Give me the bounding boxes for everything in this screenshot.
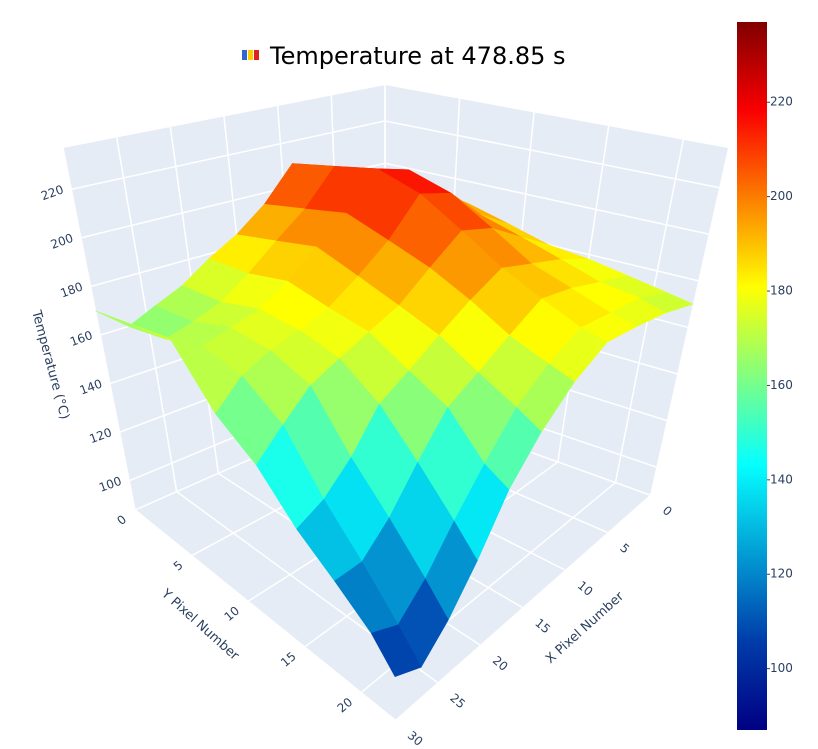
z-tick-label: 200: [49, 231, 75, 252]
y-tick-label: 20: [335, 695, 356, 716]
x-tick-label: 25: [447, 691, 468, 712]
x-tick-label: 30: [405, 728, 426, 749]
x-tick-label: 20: [490, 653, 511, 674]
y-tick-label: 5: [171, 558, 186, 574]
y-tick-label: 15: [278, 649, 299, 670]
surface-cell: [370, 624, 422, 678]
z-tick-label: 160: [68, 328, 94, 349]
colorbar-tick-label: 120: [770, 567, 793, 581]
z-tick-label: 120: [87, 425, 113, 446]
grid-line: [384, 120, 720, 189]
z-tick-label: 140: [78, 377, 104, 398]
x-tick-label: 10: [575, 578, 596, 599]
grid-line: [134, 509, 396, 721]
grid-line: [62, 147, 136, 511]
grid-line: [71, 120, 386, 191]
x-tick-label: 5: [617, 541, 632, 557]
z-tick-label: 100: [97, 474, 123, 495]
x-tick-label: 0: [660, 503, 675, 519]
scene: 0 5 10 15 20 25 30 0 5 10 15 20 100 120 140 160 180 200 22…: [28, 85, 728, 749]
colorbar-tick-label: 180: [770, 284, 793, 298]
colorbar-tick-label: 160: [770, 378, 793, 392]
colorbar-tick-label: 220: [770, 95, 793, 109]
colorbar-tick-label: 100: [770, 661, 793, 675]
z-axis-title: Temperature (°C): [28, 308, 72, 421]
chart-title: Temperature at 478.85 s: [269, 42, 566, 70]
z-tick-label: 180: [58, 279, 84, 300]
z-tick-label: 220: [39, 182, 65, 203]
colorbar: [737, 22, 767, 730]
y-axis-title: Y Pixel Number: [158, 586, 242, 664]
x-axis-title: X Pixel Number: [543, 589, 627, 667]
colorbar-tick-label: 140: [770, 472, 793, 486]
x-tick-label: 15: [532, 616, 553, 637]
y-tick-label: 10: [222, 604, 243, 625]
grid-line: [384, 162, 709, 235]
colorbar-tick-label: 200: [770, 189, 793, 203]
title-icon: [242, 50, 259, 60]
y-tick-label: 0: [114, 512, 129, 528]
